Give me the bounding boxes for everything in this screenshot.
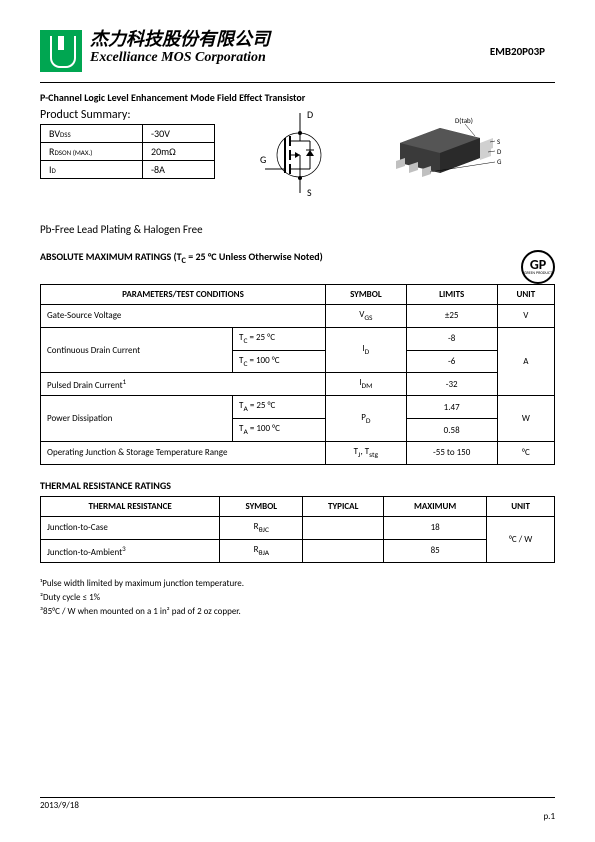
summary-param: RDSON (MAX.): [41, 143, 143, 161]
abs-max-title: ABSOLUTE MAXIMUM RATINGS (TC = 25 °C Unl…: [40, 250, 555, 266]
symbol-d-label: D: [307, 108, 313, 121]
col-limits: LIMITS: [406, 285, 497, 305]
package-dtab-label: D(tab): [455, 116, 473, 125]
summary-value: 20mΩ: [143, 143, 215, 161]
col-unit: UNIT: [487, 496, 555, 516]
symbol-s-label: S: [307, 186, 312, 199]
header-divider: [40, 82, 555, 83]
pbfree-label: Pb-Free Lead Plating & Halogen Free: [40, 223, 555, 236]
col-unit: UNIT: [497, 285, 554, 305]
company-logo: [40, 30, 82, 72]
cell-typical: [303, 516, 384, 539]
cell-unit: V: [497, 305, 554, 328]
cell-unit: °C / W: [487, 516, 555, 562]
cell-limit: ±25: [406, 305, 497, 328]
col-symbol: SYMBOL: [220, 496, 303, 516]
cell-limit: -8: [406, 327, 497, 350]
footnote: ¹Pulse width limited by maximum junction…: [40, 577, 555, 591]
abs-max-table: PARAMETERS/TEST CONDITIONS SYMBOL LIMITS…: [40, 284, 555, 465]
thermal-title: THERMAL RESISTANCE RATINGS: [40, 479, 555, 492]
cell-symbol: VGS: [326, 305, 407, 328]
cell-symbol: RθJC: [220, 516, 303, 539]
package-s-label: S: [497, 137, 500, 146]
thermal-table: THERMAL RESISTANCE SYMBOL TYPICAL MAXIMU…: [40, 496, 555, 563]
cell-param: Gate-Source Voltage: [41, 305, 326, 328]
col-max: MAXIMUM: [384, 496, 487, 516]
mosfet-symbol-diagram: D S G: [255, 108, 345, 203]
cell-param: Power Dissipation: [41, 396, 233, 442]
product-summary-label: Product Summary:: [40, 108, 215, 122]
part-number: EMB20P03P: [490, 45, 545, 58]
col-params: PARAMETERS/TEST CONDITIONS: [41, 285, 326, 305]
cell-unit: A: [497, 327, 554, 396]
cell-limit: 0.58: [406, 419, 497, 442]
summary-param: BVDSS: [41, 125, 143, 143]
footer-page: p.1: [40, 811, 555, 822]
cell-symbol: TJ, Tstg: [326, 441, 407, 464]
footnote: ³85°C / W when mounted on a 1 in² pad of…: [40, 605, 555, 619]
footnote: ²Duty cycle ≤ 1%: [40, 591, 555, 605]
footer-date: 2013/9/18: [40, 800, 79, 811]
cell-unit: °C: [497, 441, 554, 464]
cell-symbol: RθJA: [220, 539, 303, 562]
col-thermal-res: THERMAL RESISTANCE: [41, 496, 220, 516]
cell-limit: -55 to 150: [406, 441, 497, 464]
summary-value: -30V: [143, 125, 215, 143]
symbol-g-label: G: [260, 153, 266, 166]
col-typical: TYPICAL: [303, 496, 384, 516]
company-name-english: Excelliance MOS Corporation: [90, 50, 490, 65]
product-subtitle: P-Channel Logic Level Enhancement Mode F…: [40, 91, 555, 104]
cell-param: Continuous Drain Current: [41, 327, 233, 373]
cell-max: 85: [384, 539, 487, 562]
cell-symbol: ID: [326, 327, 407, 373]
package-diagram: D(tab) S D G: [385, 108, 505, 183]
summary-param: ID: [41, 161, 143, 179]
cell-param: Operating Junction & Storage Temperature…: [41, 441, 326, 464]
cell-max: 18: [384, 516, 487, 539]
header: 杰力科技股份有限公司 Excelliance MOS Corporation E…: [40, 30, 555, 72]
cell-param: Junction-to-Ambient3: [41, 539, 220, 562]
company-name-chinese: 杰力科技股份有限公司: [90, 30, 490, 50]
green-product-badge: GP GREEN PRODUCT: [521, 250, 555, 284]
footnotes: ¹Pulse width limited by maximum junction…: [40, 577, 555, 620]
cell-unit: W: [497, 396, 554, 442]
package-d-label: D: [497, 147, 502, 156]
product-summary-table: BVDSS-30V RDSON (MAX.)20mΩ ID-8A: [40, 124, 215, 179]
cell-typical: [303, 539, 384, 562]
cell-symbol: PD: [326, 396, 407, 442]
footer: 2013/9/18 p.1: [40, 797, 555, 822]
cell-param: Junction-to-Case: [41, 516, 220, 539]
cell-limit: -32: [406, 373, 497, 396]
cell-limit: -6: [406, 350, 497, 373]
summary-value: -8A: [143, 161, 215, 179]
cell-limit: 1.47: [406, 396, 497, 419]
package-g-label: G: [497, 157, 502, 166]
cell-symbol: IDM: [326, 373, 407, 396]
col-symbol: SYMBOL: [326, 285, 407, 305]
cell-param: Pulsed Drain Current1: [41, 373, 326, 396]
